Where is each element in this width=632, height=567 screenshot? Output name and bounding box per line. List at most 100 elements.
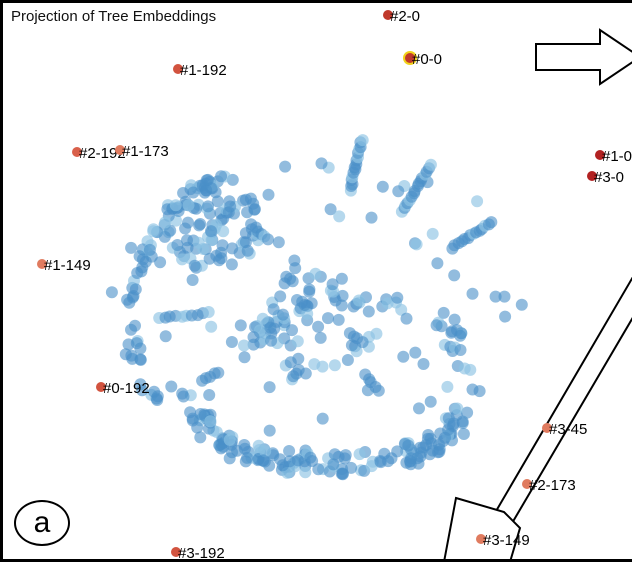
embedding-point xyxy=(306,455,319,467)
labeled-point[interactable]: #0-192 xyxy=(96,380,150,397)
labeled-point[interactable]: #1-173 xyxy=(115,143,169,160)
point-label: #3-192 xyxy=(178,545,225,562)
embedding-point xyxy=(424,158,437,171)
embedding-point xyxy=(171,239,184,251)
labeled-point[interactable]: #3-192 xyxy=(171,545,225,562)
embedding-point xyxy=(292,363,305,376)
embedding-point xyxy=(182,199,195,212)
embedding-point xyxy=(278,277,291,290)
embedding-point xyxy=(410,238,423,251)
embedding-point xyxy=(455,327,468,340)
embedding-point xyxy=(283,455,296,468)
embedding-point xyxy=(169,199,182,212)
labeled-point-marker xyxy=(522,479,532,489)
embedding-point xyxy=(224,200,237,213)
embedding-point xyxy=(400,312,413,325)
embedding-point xyxy=(179,222,192,235)
embedding-point xyxy=(131,267,144,279)
embedding-point xyxy=(129,319,141,332)
embedding-point xyxy=(370,327,383,340)
embedding-point xyxy=(314,331,327,344)
labeled-point[interactable]: #1-0 xyxy=(595,148,632,165)
embedding-point xyxy=(439,431,451,444)
arrow-down-left-icon[interactable] xyxy=(442,270,632,563)
embedding-point xyxy=(134,353,147,366)
embedding-point xyxy=(176,253,189,266)
labeled-point-marker xyxy=(96,382,106,392)
labeled-point[interactable]: #3-45 xyxy=(542,421,587,438)
labeled-point-marker xyxy=(587,171,597,181)
embedding-point xyxy=(395,303,408,316)
embedding-point xyxy=(328,448,341,461)
labeled-point[interactable]: #0-0 xyxy=(403,51,442,68)
labeled-point-marker xyxy=(542,423,552,433)
embedding-point xyxy=(194,431,207,444)
embedding-point xyxy=(212,366,225,379)
embedding-point xyxy=(286,324,298,337)
embedding-point xyxy=(316,412,329,425)
embedding-point xyxy=(205,225,217,238)
labeled-point-marker xyxy=(476,534,486,544)
embedding-point xyxy=(150,392,163,405)
embedding-point xyxy=(352,294,365,307)
embedding-point xyxy=(464,363,477,376)
point-label: #1-149 xyxy=(44,257,91,274)
labeled-point[interactable]: #1-149 xyxy=(37,257,91,274)
embedding-point xyxy=(284,356,297,369)
embedding-point xyxy=(362,305,375,318)
labeled-point[interactable]: #2-192 xyxy=(72,145,126,162)
labeled-point[interactable]: #2-0 xyxy=(383,8,420,25)
embedding-point xyxy=(283,445,296,457)
left-edge-tick xyxy=(0,205,3,211)
embedding-point xyxy=(274,290,287,303)
embedding-point xyxy=(238,351,251,364)
embedding-point xyxy=(154,256,167,269)
embedding-point xyxy=(223,452,236,465)
arrows xyxy=(442,28,632,563)
embedding-point xyxy=(262,233,274,246)
embedding-point xyxy=(365,211,378,224)
embedding-point xyxy=(121,293,134,306)
embedding-point xyxy=(187,186,200,199)
embedding-point xyxy=(327,458,340,471)
embedding-point xyxy=(461,406,474,419)
embedding-point xyxy=(143,243,156,256)
embedding-point xyxy=(316,360,329,373)
embedding-point xyxy=(328,359,341,372)
arrow-right-icon[interactable] xyxy=(535,28,632,86)
panel-label: a xyxy=(33,506,51,539)
labeled-point[interactable]: #2-173 xyxy=(522,477,576,494)
embedding-point xyxy=(312,463,325,476)
embedding-point xyxy=(356,134,369,147)
embedding-point xyxy=(437,306,450,319)
labeled-point-marker xyxy=(405,53,415,63)
embedding-point xyxy=(454,344,467,356)
embedding-point xyxy=(159,330,172,343)
labeled-point[interactable]: #1-192 xyxy=(173,62,227,79)
embedding-point xyxy=(223,433,236,446)
embedding-point xyxy=(159,216,172,229)
labeled-point-marker xyxy=(37,259,47,269)
embedding-point xyxy=(248,203,261,216)
embedding-point xyxy=(247,338,260,351)
embedding-point xyxy=(372,384,385,397)
labeled-point-marker xyxy=(383,10,393,20)
embedding-point xyxy=(211,195,224,208)
embedding-point xyxy=(119,348,132,361)
embedding-point xyxy=(234,319,247,332)
panel-label-badge: a xyxy=(14,500,70,546)
labeled-point-marker xyxy=(115,145,125,155)
embedding-point xyxy=(398,438,411,450)
labeled-point[interactable]: #3-149 xyxy=(476,532,530,549)
embedding-point xyxy=(485,216,498,229)
labeled-point[interactable]: #3-0 xyxy=(587,169,624,186)
embedding-point xyxy=(391,291,404,304)
embedding-point xyxy=(288,254,301,267)
embedding-point xyxy=(105,286,118,299)
point-label: #3-0 xyxy=(594,169,624,186)
point-label: #2-173 xyxy=(529,477,576,494)
embedding-point xyxy=(197,243,210,255)
embedding-point xyxy=(391,445,404,458)
